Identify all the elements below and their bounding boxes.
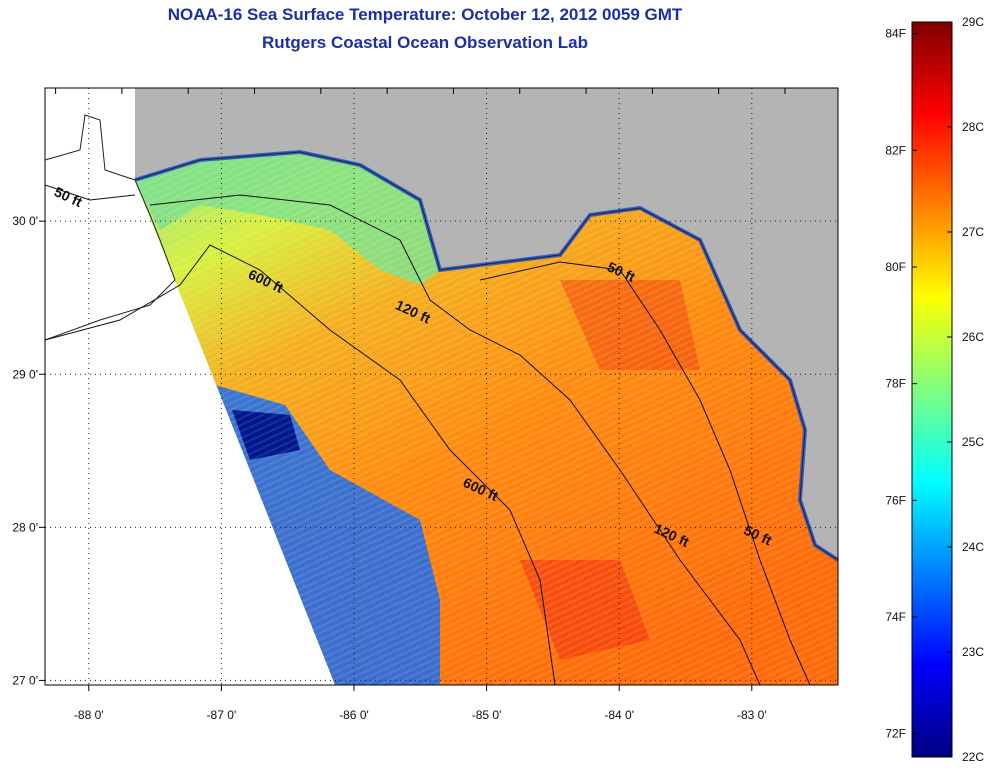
lon-tick-label: -85 0': [472, 708, 502, 722]
colorbar: 29C 28C 27C 26C 25C 24C 23C 22C 84F 82F 80F 78F 76F 7…: [885, 15, 984, 764]
colorbar-gradient: [911, 21, 953, 758]
coastline: [134, 151, 838, 561]
lon-tick-label: -86 0': [339, 708, 369, 722]
map-subtitle: Rutgers Coastal Ocean Observation Lab: [262, 33, 588, 52]
contour-50ft: [45, 184, 811, 685]
lat-tick-label: 27 0': [12, 673, 38, 687]
lat-tick-label: 30 0': [12, 214, 38, 228]
graticule: [45, 88, 838, 685]
florida-land: [135, 88, 838, 560]
colorbar-label-f: 74F: [885, 610, 906, 624]
colorbar-label-c: 26C: [962, 330, 984, 344]
colorbar-label-f: 72F: [885, 727, 906, 741]
map-frame: [44, 87, 839, 686]
colorbar-label-c: 29C: [962, 15, 984, 29]
colorbar-label-c: 27C: [962, 225, 984, 239]
lon-tick-label: -83 0': [737, 708, 767, 722]
lon-tick-label: -87 0': [207, 708, 237, 722]
colorbar-label-c: 25C: [962, 435, 984, 449]
lat-tick-label: 29 0': [12, 367, 38, 381]
no-data-wedge: [45, 88, 335, 685]
contour-120ft: [149, 194, 761, 685]
lon-tick-label: -84 0': [604, 708, 634, 722]
colorbar-label-c: 24C: [962, 540, 984, 554]
axis-ticks: -88 0' -87 0' -86 0' -85 0' -84 0' -83 0' 30 0…: [12, 88, 786, 722]
colorbar-label-f: 84F: [885, 27, 906, 41]
contour-600ft: [45, 244, 556, 685]
colorbar-label-c: 28C: [962, 120, 984, 134]
map-title: NOAA-16 Sea Surface Temperature: October…: [167, 5, 683, 24]
colorbar-label-f: 76F: [885, 493, 906, 507]
colorbar-label-f: 78F: [885, 377, 906, 391]
lat-tick-label: 28 0': [12, 520, 38, 534]
colorbar-label-f: 80F: [885, 260, 906, 274]
colorbar-label-f: 82F: [885, 143, 906, 157]
lon-tick-label: -88 0': [74, 708, 104, 722]
colorbar-label-c: 23C: [962, 645, 984, 659]
colorbar-label-c: 22C: [962, 750, 984, 764]
